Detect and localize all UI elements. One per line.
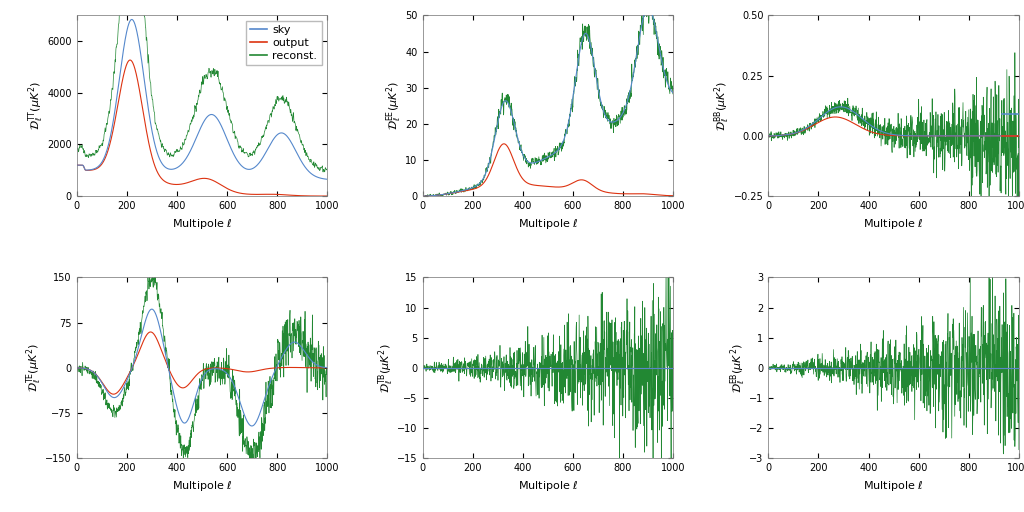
X-axis label: Multipole $\ell$: Multipole $\ell$ xyxy=(517,479,579,493)
X-axis label: Multipole $\ell$: Multipole $\ell$ xyxy=(172,479,232,493)
Legend: sky, output, reconst.: sky, output, reconst. xyxy=(246,21,322,66)
X-axis label: Multipole $\ell$: Multipole $\ell$ xyxy=(517,217,579,230)
Y-axis label: $\mathcal{D}_\ell^{\mathrm{EB}}(\mu K^2)$: $\mathcal{D}_\ell^{\mathrm{EB}}(\mu K^2)… xyxy=(728,343,748,393)
Y-axis label: $\mathcal{D}_\ell^{\mathrm{EE}}(\mu K^2)$: $\mathcal{D}_\ell^{\mathrm{EE}}(\mu K^2)… xyxy=(384,81,403,131)
Y-axis label: $\mathcal{D}_\ell^{\mathrm{BB}}(\mu K^2)$: $\mathcal{D}_\ell^{\mathrm{BB}}(\mu K^2)… xyxy=(713,81,732,131)
Y-axis label: $\mathcal{D}_\ell^{\mathrm{TE}}(\mu K^2)$: $\mathcal{D}_\ell^{\mathrm{TE}}(\mu K^2)… xyxy=(25,343,44,392)
Y-axis label: $\mathcal{D}_\ell^{\mathrm{TB}}(\mu K^2)$: $\mathcal{D}_\ell^{\mathrm{TB}}(\mu K^2)… xyxy=(376,343,396,393)
X-axis label: Multipole $\ell$: Multipole $\ell$ xyxy=(172,217,232,230)
X-axis label: Multipole $\ell$: Multipole $\ell$ xyxy=(863,479,924,493)
Y-axis label: $\mathcal{D}_\ell^{\mathrm{TT}}(\mu K^2)$: $\mathcal{D}_\ell^{\mathrm{TT}}(\mu K^2)… xyxy=(27,81,46,130)
X-axis label: Multipole $\ell$: Multipole $\ell$ xyxy=(863,217,924,230)
